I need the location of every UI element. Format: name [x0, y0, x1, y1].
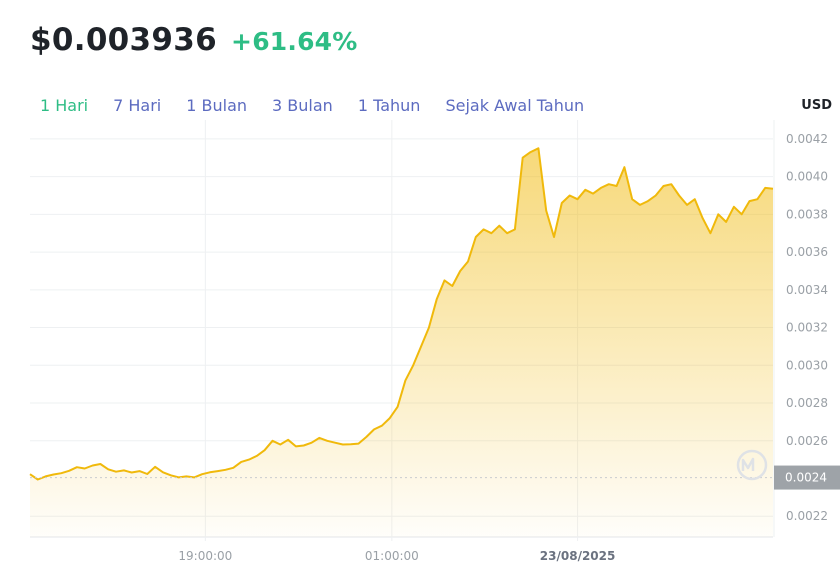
x-axis-ticks: 19:00:00 01:00:00 23/08/2025	[178, 549, 615, 563]
current-price-tag-label: 0.0024	[785, 471, 827, 485]
x-tick-label: 01:00:00	[365, 549, 419, 563]
y-tick-label: 0.0028	[786, 396, 828, 410]
y-tick-label: 0.0032	[786, 321, 828, 335]
price-line	[29, 147, 774, 481]
tab-1-year[interactable]: 1 Tahun	[357, 96, 421, 115]
y-tick-label: 0.0022	[786, 509, 828, 523]
y-tick-label: 0.0040	[786, 170, 828, 184]
y-tick-label: 0.0030	[786, 358, 828, 372]
y-tick-label: 0.0038	[786, 207, 828, 221]
coinmarketcap-logo-icon	[736, 449, 768, 481]
y-tick-label: 0.0026	[786, 434, 828, 448]
currency-selector[interactable]: USD	[801, 98, 832, 113]
time-range-tabs: 1 Hari 7 Hari 1 Bulan 3 Bulan 1 Tahun Se…	[40, 96, 609, 115]
current-price: $0.003936	[30, 22, 218, 58]
y-tick-label: 0.0042	[786, 132, 828, 146]
price-change-percent: +61.64%	[231, 27, 358, 56]
y-tick-label: 0.0034	[786, 283, 828, 297]
tab-1-month[interactable]: 1 Bulan	[186, 96, 248, 115]
tab-3-months[interactable]: 3 Bulan	[272, 96, 333, 115]
current-price-tag	[774, 465, 840, 490]
y-tick-label: 0.0036	[786, 245, 828, 259]
y-axis-ticks: 0.0042 0.0040 0.0038 0.0036 0.0034 0.0032 0.00…	[786, 132, 828, 523]
tab-7-days[interactable]: 7 Hari	[113, 96, 162, 115]
x-tick-label: 23/08/2025	[540, 549, 616, 563]
tab-1-day[interactable]: 1 Hari	[40, 96, 89, 115]
price-header: $0.003936 +61.64%	[30, 22, 358, 62]
price-area-fill	[30, 148, 773, 538]
tab-year-to-date[interactable]: Sejak Awal Tahun	[445, 96, 585, 115]
x-tick-label: 19:00:00	[178, 549, 232, 563]
current-price-marker: 0.0024	[30, 465, 840, 490]
